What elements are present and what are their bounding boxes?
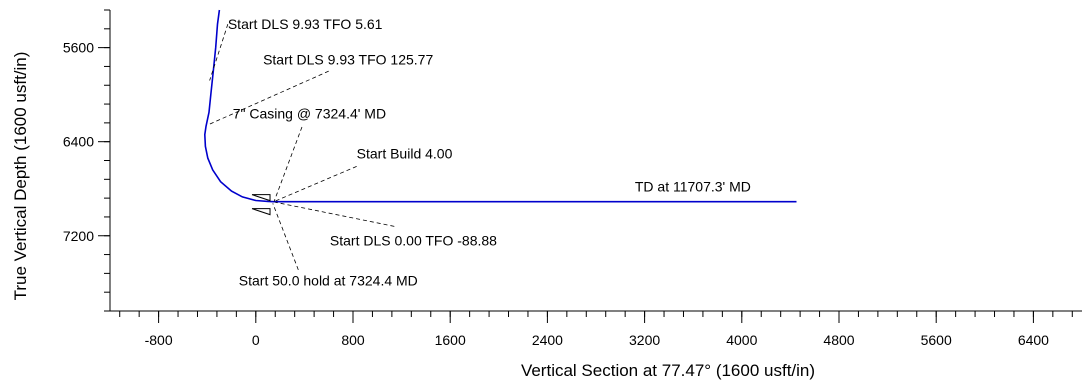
annotation-label: Start Build 4.00	[357, 145, 453, 161]
x-tick-label: 4800	[823, 332, 854, 348]
annotations-layer: Start DLS 9.93 TFO 5.61 Start DLS 9.93 TF…	[207, 16, 751, 288]
annotation-label: Start 50.0 hold at 7324.4 MD	[239, 272, 418, 288]
annotation-label: Start DLS 9.93 TFO 5.61	[228, 16, 383, 32]
y-tick-label: 5600	[63, 40, 94, 56]
annotation-label: 7" Casing @ 7324.4' MD	[233, 105, 386, 121]
annotation-label: TD at 11707.3' MD	[635, 178, 751, 194]
y-tick-label: 6400	[63, 134, 94, 150]
x-tick-label: 5600	[921, 332, 952, 348]
x-tick-label: 800	[341, 332, 365, 348]
x-tick-label: 2400	[532, 332, 563, 348]
casing-marker-top	[251, 194, 271, 202]
x-tick-label: 3200	[629, 332, 660, 348]
x-tick-label: -800	[145, 332, 173, 348]
annotation-label: Start DLS 9.93 TFO 125.77	[263, 51, 433, 67]
annotation-leader	[272, 203, 299, 270]
y-axis-title: True Vertical Depth (1600 usft/in)	[11, 52, 30, 301]
x-axis-title: Vertical Section at 77.47° (1600 usft/in…	[521, 361, 815, 380]
x-tick-label: 4000	[726, 332, 757, 348]
annotation-leader	[207, 70, 329, 126]
x-tick-label: 6400	[1018, 332, 1049, 348]
annotation-label: Start DLS 0.00 TFO -88.88	[330, 232, 497, 248]
x-tick-label: 1600	[435, 332, 466, 348]
x-tick-label: 0	[252, 332, 260, 348]
annotation-leader	[273, 126, 303, 202]
y-tick-label: 7200	[63, 228, 94, 244]
axes: -800 0 800 1600 2400 3200 4000 4800 5600 6400 5600…	[63, 9, 1082, 348]
annotation-leader	[275, 166, 357, 202]
annotation-leader	[275, 201, 395, 227]
casing-marker-bottom	[251, 208, 271, 216]
annotation-leader	[209, 23, 229, 81]
